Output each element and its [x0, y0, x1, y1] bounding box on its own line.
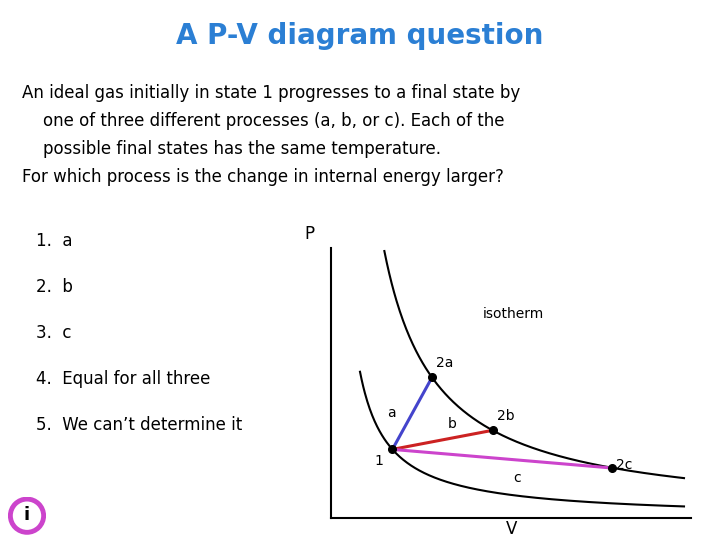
X-axis label: V: V — [505, 520, 517, 538]
Text: one of three different processes (a, b, or c). Each of the: one of three different processes (a, b, … — [22, 112, 504, 130]
Text: c: c — [513, 471, 521, 485]
Text: 3.  c: 3. c — [36, 324, 71, 342]
Y-axis label: P: P — [305, 225, 315, 243]
Text: 2c: 2c — [616, 458, 632, 472]
Text: 2a: 2a — [436, 356, 453, 370]
Text: a: a — [387, 407, 396, 421]
Text: 5.  We can’t determine it: 5. We can’t determine it — [36, 416, 242, 434]
Text: For which process is the change in internal energy larger?: For which process is the change in inter… — [22, 168, 503, 186]
Text: 4.  Equal for all three: 4. Equal for all three — [36, 370, 210, 388]
Text: 1: 1 — [374, 454, 383, 468]
Text: 2b: 2b — [497, 409, 514, 423]
Text: possible final states has the same temperature.: possible final states has the same tempe… — [22, 140, 441, 158]
Text: A P-V diagram question: A P-V diagram question — [176, 22, 544, 50]
Text: 1.  a: 1. a — [36, 232, 73, 250]
Text: An ideal gas initially in state 1 progresses to a final state by: An ideal gas initially in state 1 progre… — [22, 84, 520, 102]
Text: isotherm: isotherm — [482, 307, 544, 321]
Text: b: b — [448, 417, 457, 431]
Text: 2.  b: 2. b — [36, 278, 73, 296]
Text: i: i — [24, 506, 30, 524]
